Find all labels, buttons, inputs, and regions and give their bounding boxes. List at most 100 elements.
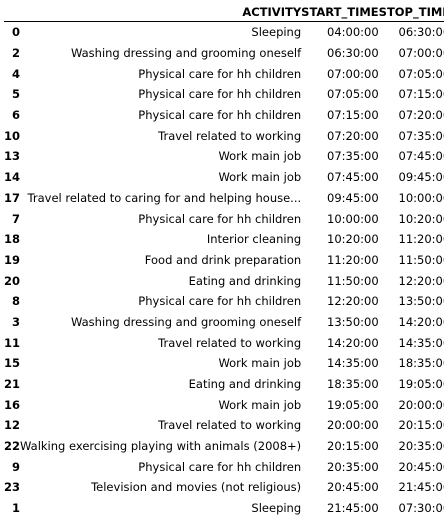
table-row: 5 Physical care for hh children 07:05:00 07…: [4, 84, 444, 105]
table-row: 0 Sleeping 04:00:00 06:30:00: [4, 22, 444, 43]
activity-cell: Travel related to working: [158, 335, 302, 350]
activity-cell: Physical care for hh children: [138, 459, 302, 474]
start-time-cell: 07:00:00: [327, 66, 379, 81]
stop-time-cell: 09:45:00: [398, 170, 444, 185]
start-time-cell: 07:05:00: [327, 87, 379, 102]
stop-time-cell: 20:35:00: [398, 439, 444, 454]
activity-cell: Work main job: [218, 170, 302, 185]
row-index: 10: [4, 128, 21, 143]
row-index: 23: [4, 480, 21, 495]
stop-time-cell: 20:45:00: [398, 459, 444, 474]
start-time-cell: 14:35:00: [327, 356, 379, 371]
start-time-cell: 09:45:00: [327, 190, 379, 205]
table-row: 20 Eating and drinking 11:50:00 12:20:00: [4, 270, 444, 291]
row-index: 9: [12, 459, 21, 474]
start-time-cell: 19:05:00: [327, 397, 379, 412]
stop-time-cell: 07:00:00: [398, 46, 444, 61]
activity-cell: Physical care for hh children: [138, 294, 302, 309]
start-time-cell: 04:00:00: [327, 25, 379, 40]
table-row: 15 Work main job 14:35:00 18:35:00: [4, 353, 444, 374]
activity-cell: Food and drink preparation: [144, 252, 302, 267]
start-time-cell: 20:35:00: [327, 459, 379, 474]
activity-cell: Walking exercising playing with animals …: [20, 439, 302, 454]
activity-cell: Physical care for hh children: [138, 66, 302, 81]
row-index: 2: [12, 46, 21, 61]
activity-cell: Travel related to caring for and helping…: [27, 190, 302, 205]
stop-time-cell: 07:35:00: [398, 128, 444, 143]
row-index: 16: [4, 397, 21, 412]
activity-cell: Work main job: [218, 356, 302, 371]
start-time-cell: 10:00:00: [327, 211, 379, 226]
activity-cell: Interior cleaning: [206, 232, 302, 247]
start-time-cell: 21:45:00: [327, 501, 379, 516]
table-row: 17 Travel related to caring for and helpi…: [4, 188, 444, 209]
stop-time-cell: 12:20:00: [398, 273, 444, 288]
stop-time-cell: 07:30:00: [398, 501, 444, 516]
table-row: 3 Washing dressing and grooming oneself 13…: [4, 312, 444, 333]
stop-time-cell: 11:50:00: [398, 252, 444, 267]
table-row: 21 Eating and drinking 18:35:00 19:05:00: [4, 374, 444, 395]
activity-cell: Sleeping: [251, 501, 302, 516]
stop-time-cell: 11:20:00: [398, 232, 444, 247]
stop-time-cell: 21:45:00: [398, 480, 444, 495]
start-time-cell: 18:35:00: [327, 377, 379, 392]
index-column-header: [4, 0, 21, 22]
start-time-cell: 07:20:00: [327, 128, 379, 143]
start-time-cell: 11:20:00: [327, 252, 379, 267]
activity-cell: Physical care for hh children: [138, 87, 302, 102]
start-time-cell: 12:20:00: [327, 294, 379, 309]
table-body: 0 Sleeping 04:00:00 06:30:00 2 Washing dressi…: [4, 22, 444, 519]
table-row: 18 Interior cleaning 10:20:00 11:20:00: [4, 229, 444, 250]
start-time-cell: 07:15:00: [327, 108, 379, 123]
table-row: 2 Washing dressing and grooming oneself 06…: [4, 43, 444, 64]
activity-cell: Work main job: [218, 149, 302, 164]
row-index: 4: [12, 66, 21, 81]
stop-time-cell: 07:20:00: [398, 108, 444, 123]
table-row: 14 Work main job 07:45:00 09:45:00: [4, 167, 444, 188]
activity-cell: Eating and drinking: [188, 273, 302, 288]
start-time-cell: 14:20:00: [327, 335, 379, 350]
row-index: 14: [4, 170, 21, 185]
row-index: 11: [4, 335, 21, 350]
table-row: 1 Sleeping 21:45:00 07:30:00: [4, 498, 444, 519]
row-index: 21: [4, 377, 21, 392]
row-index: 8: [12, 294, 21, 309]
stop-time-cell: 07:05:00: [398, 66, 444, 81]
stop-time-cell: 20:15:00: [398, 418, 444, 433]
start-time-cell: 07:45:00: [327, 170, 379, 185]
start-time-cell: 06:30:00: [327, 46, 379, 61]
stop-time-column-header: STOP_TIME: [378, 0, 444, 22]
activity-cell: Television and movies (not religious): [91, 480, 302, 495]
table-row: 9 Physical care for hh children 20:35:00 20…: [4, 456, 444, 477]
row-index: 13: [4, 149, 21, 164]
activity-cell: Eating and drinking: [188, 377, 302, 392]
stop-time-cell: 07:15:00: [398, 87, 444, 102]
stop-time-cell: 14:20:00: [398, 314, 444, 329]
table-row: 22 Walking exercising playing with animal…: [4, 436, 444, 457]
start-time-cell: 20:45:00: [327, 480, 379, 495]
row-index: 20: [4, 273, 21, 288]
activity-cell: Washing dressing and grooming oneself: [70, 46, 302, 61]
row-index: 22: [4, 439, 21, 454]
activity-cell: Work main job: [218, 397, 302, 412]
row-index: 7: [12, 211, 21, 226]
start-time-cell: 20:15:00: [327, 439, 379, 454]
start-time-cell: 10:20:00: [327, 232, 379, 247]
activity-cell: Travel related to working: [158, 128, 302, 143]
table-row: 23 Television and movies (not religious) 2…: [4, 477, 444, 498]
activity-column-header: ACTIVITY: [20, 0, 302, 22]
table-row: 7 Physical care for hh children 10:00:00 10…: [4, 208, 444, 229]
stop-time-cell: 07:45:00: [398, 149, 444, 164]
activity-cell: Travel related to working: [158, 418, 302, 433]
table-row: 13 Work main job 07:35:00 07:45:00: [4, 146, 444, 167]
start-time-cell: 11:50:00: [327, 273, 379, 288]
activity-cell: Physical care for hh children: [138, 211, 302, 226]
start-time-cell: 20:00:00: [327, 418, 379, 433]
row-index: 3: [12, 314, 21, 329]
stop-time-cell: 13:50:00: [398, 294, 444, 309]
table-row: 6 Physical care for hh children 07:15:00 07…: [4, 105, 444, 126]
stop-time-cell: 06:30:00: [398, 25, 444, 40]
stop-time-cell: 18:35:00: [398, 356, 444, 371]
start-time-cell: 13:50:00: [327, 314, 379, 329]
activity-cell: Sleeping: [251, 25, 302, 40]
